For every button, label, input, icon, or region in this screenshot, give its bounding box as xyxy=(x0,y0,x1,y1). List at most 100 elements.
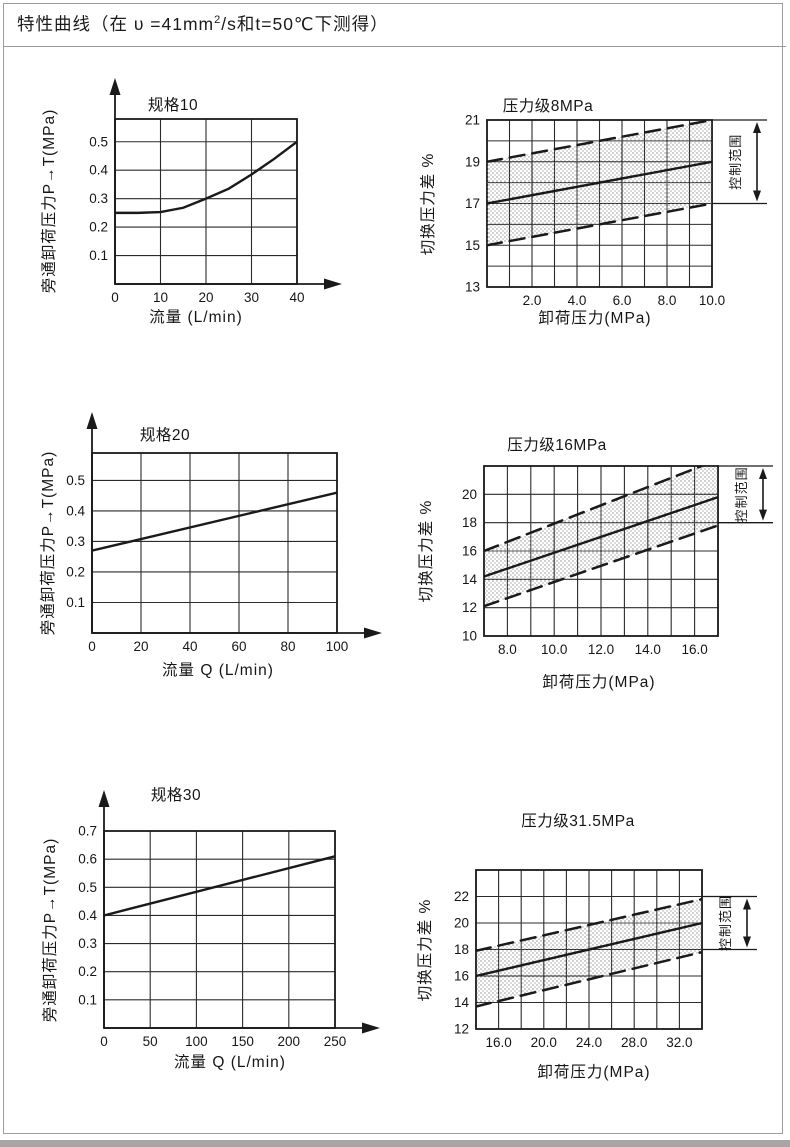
y-axis-arrow-icon xyxy=(86,412,98,429)
x-tick-label: 0 xyxy=(111,290,119,305)
upper_tolerance-line xyxy=(487,120,712,163)
y-tick-label: 0.4 xyxy=(89,163,108,178)
grid xyxy=(103,830,336,1029)
control-range-label: 控制范围 xyxy=(728,134,743,190)
chart-size20: 0 20 40 60 80 100 0.1 0.2 0.3 0.4 0.5 规格20 流量 Q (L/m… xyxy=(39,412,382,679)
y-tick-label: 12 xyxy=(454,1022,469,1037)
y-tick-label: 0.3 xyxy=(66,534,85,549)
chart-size10: 0 10 20 30 40 0.1 0.2 0.3 0.4 0.5 规格10 流量 (L/min) 旁通… xyxy=(40,78,342,326)
y-tick-label: 14 xyxy=(462,572,478,587)
x-tick-label: 6.0 xyxy=(613,293,632,308)
y-tick-label: 21 xyxy=(465,113,480,128)
axis-arrows xyxy=(86,412,382,639)
y-tick-label: 0.2 xyxy=(66,564,85,579)
x-tick-label: 4.0 xyxy=(568,293,587,308)
x-tick-label: 150 xyxy=(231,1034,254,1049)
y-axis-label: 旁通卸荷压力P→T(MPa) xyxy=(40,109,58,294)
x-tick-label: 0 xyxy=(100,1034,108,1049)
y-tick-label: 16 xyxy=(454,969,469,984)
y-tick-label: 0.7 xyxy=(78,824,97,839)
y-tick-label: 0.1 xyxy=(66,595,85,610)
lower_tolerance-line xyxy=(484,524,718,608)
y-tick-label: 0.1 xyxy=(78,992,97,1007)
y-tick-label: 16 xyxy=(462,544,477,559)
x-axis-arrow-icon xyxy=(362,1022,380,1034)
range-arrow-up-icon xyxy=(759,468,767,479)
x-tick-label: 20 xyxy=(133,639,148,654)
chart-title: 压力级8MPa xyxy=(503,97,594,115)
plot-border xyxy=(103,830,336,1029)
chart-title: 规格30 xyxy=(151,786,201,804)
y-axis-arrow-icon xyxy=(109,78,121,95)
page-title-superscript: 2 xyxy=(214,14,222,27)
x-tick-label: 16.0 xyxy=(485,1035,511,1050)
x-tick-label: 12.0 xyxy=(588,642,614,657)
x-axis-label: 流量 Q (L/min) xyxy=(174,1053,286,1071)
y-axis-label: 切换压力差 % xyxy=(417,500,435,603)
chart-grade16: 8.0 10.0 12.0 14.0 16.0 10 12 14 16 18 20 压力级16MPa 卸… xyxy=(417,436,773,691)
x-axis-arrow-icon xyxy=(364,627,382,639)
x-tick-label: 100 xyxy=(326,639,349,654)
page-title-suffix: /s和t=50℃下测得） xyxy=(221,14,389,34)
y-tick-label: 22 xyxy=(454,889,469,904)
control-range-annotation: 控制范围 xyxy=(718,465,773,524)
x-tick-label: 40 xyxy=(182,639,197,654)
x-axis-label: 流量 (L/min) xyxy=(149,308,243,326)
y-tick-label: 20 xyxy=(454,916,469,931)
y-tick-label: 17 xyxy=(465,196,480,211)
y-axis-label: 切换压力差 % xyxy=(419,153,437,256)
chart-title: 压力级16MPa xyxy=(507,436,607,454)
control-range-annotation: 控制范围 xyxy=(702,895,757,951)
y-axis-label: 旁通卸荷压力P→T(MPa) xyxy=(39,451,57,636)
page-title-prefix: 特性曲线（在 υ =41mm xyxy=(17,14,215,34)
x-tick-label: 14.0 xyxy=(635,642,661,657)
x-tick-label: 40 xyxy=(289,290,304,305)
range-arrow-down-icon xyxy=(759,509,767,521)
upper_tolerance-line xyxy=(484,466,706,553)
upper_tolerance-line xyxy=(476,897,702,953)
x-tick-label: 10 xyxy=(153,290,168,305)
header-divider xyxy=(4,46,786,47)
bottom-scan-bar xyxy=(0,1140,790,1147)
grid xyxy=(114,119,298,285)
nominal-line xyxy=(487,160,712,205)
chart-title: 规格10 xyxy=(148,96,198,114)
control-range-annotation: 控制范围 xyxy=(712,119,767,205)
x-tick-label: 20.0 xyxy=(531,1035,557,1050)
y-tick-label: 0.1 xyxy=(89,248,108,263)
y-tick-label: 18 xyxy=(454,942,469,957)
curve-line xyxy=(115,140,297,215)
y-tick-label: 19 xyxy=(465,154,480,169)
x-tick-label: 60 xyxy=(231,639,246,654)
y-tick-label: 0.5 xyxy=(78,880,97,895)
x-tick-label: 8.0 xyxy=(658,293,677,308)
y-tick-label: 20 xyxy=(462,487,477,502)
y-axis-arrow-icon xyxy=(98,790,110,807)
x-axis-label: 卸荷压力(MPa) xyxy=(537,1063,650,1081)
nominal-line xyxy=(476,921,702,978)
y-tick-label: 0.4 xyxy=(66,503,85,518)
x-tick-label: 0 xyxy=(88,639,96,654)
control-range-label: 控制范围 xyxy=(734,466,749,522)
chart-grade315: 16.0 20.0 24.0 28.0 32.0 12 14 16 18 20 22 压力级31.5M… xyxy=(416,812,757,1081)
y-tick-label: 0.3 xyxy=(89,191,108,206)
x-tick-label: 200 xyxy=(278,1034,301,1049)
x-tick-label: 28.0 xyxy=(621,1035,647,1050)
lower_tolerance-line xyxy=(487,202,712,247)
x-tick-label: 32.0 xyxy=(666,1035,692,1050)
control-range-label: 控制范围 xyxy=(718,895,733,951)
y-tick-label: 0.5 xyxy=(66,473,85,488)
range-arrow-down-icon xyxy=(743,936,751,948)
chart-size30: 0 50 100 150 200 250 0.1 0.2 0.3 0.4 0.5 0.6 0.7 规格30… xyxy=(41,786,380,1071)
x-tick-label: 16.0 xyxy=(681,642,707,657)
axis-arrows xyxy=(98,790,380,1034)
y-tick-label: 14 xyxy=(454,995,470,1010)
y-tick-label: 10 xyxy=(462,629,477,644)
y-tick-label: 18 xyxy=(462,515,477,530)
y-tick-label: 0.3 xyxy=(78,936,97,951)
x-tick-label: 8.0 xyxy=(498,642,517,657)
curve-line xyxy=(92,491,337,552)
y-tick-label: 15 xyxy=(465,238,480,253)
y-tick-label: 0.2 xyxy=(78,964,97,979)
